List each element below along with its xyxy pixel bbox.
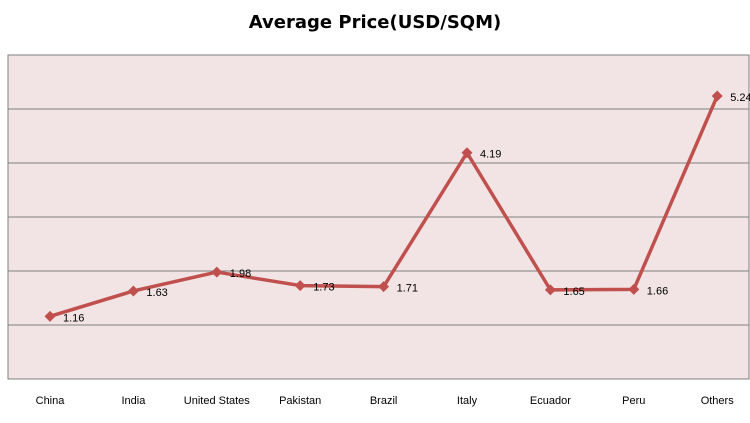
category-label: Pakistan [279,395,321,407]
data-point-marker [294,280,306,292]
category-label: Brazil [370,395,398,407]
data-label: 4.19 [480,149,501,161]
data-point-marker [461,147,473,159]
category-label: India [121,395,146,407]
data-label: 5.24 [730,92,750,104]
data-point-marker [44,310,56,322]
category-label: Italy [457,395,478,407]
data-label: 1.73 [313,282,334,294]
category-label: Others [701,395,735,407]
data-point-marker [628,283,640,295]
data-label: 1.71 [397,283,418,295]
data-label: 1.63 [146,287,167,299]
data-point-marker [127,285,139,297]
data-point-marker [711,90,723,102]
category-label: United States [184,395,251,407]
category-axis-labels: China India United States Pakistan Brazil Ita… [36,395,735,407]
data-point-marker [211,266,223,278]
data-labels: 1.16 1.63 1.98 1.73 1.71 4.19 1.65 1.66 5.24 [63,92,750,324]
gridlines [8,108,749,326]
data-label: 1.66 [647,285,668,297]
data-label: 1.98 [230,268,251,280]
chart-title: Average Price(USD/SQM) [248,12,502,33]
category-label: Peru [622,395,645,407]
data-markers [44,90,723,322]
category-label: Ecuador [530,395,571,407]
data-point-marker [378,281,390,293]
category-label: China [36,395,66,407]
data-point-marker [544,284,556,296]
data-label: 1.16 [63,312,84,324]
data-label: 1.65 [563,286,584,298]
